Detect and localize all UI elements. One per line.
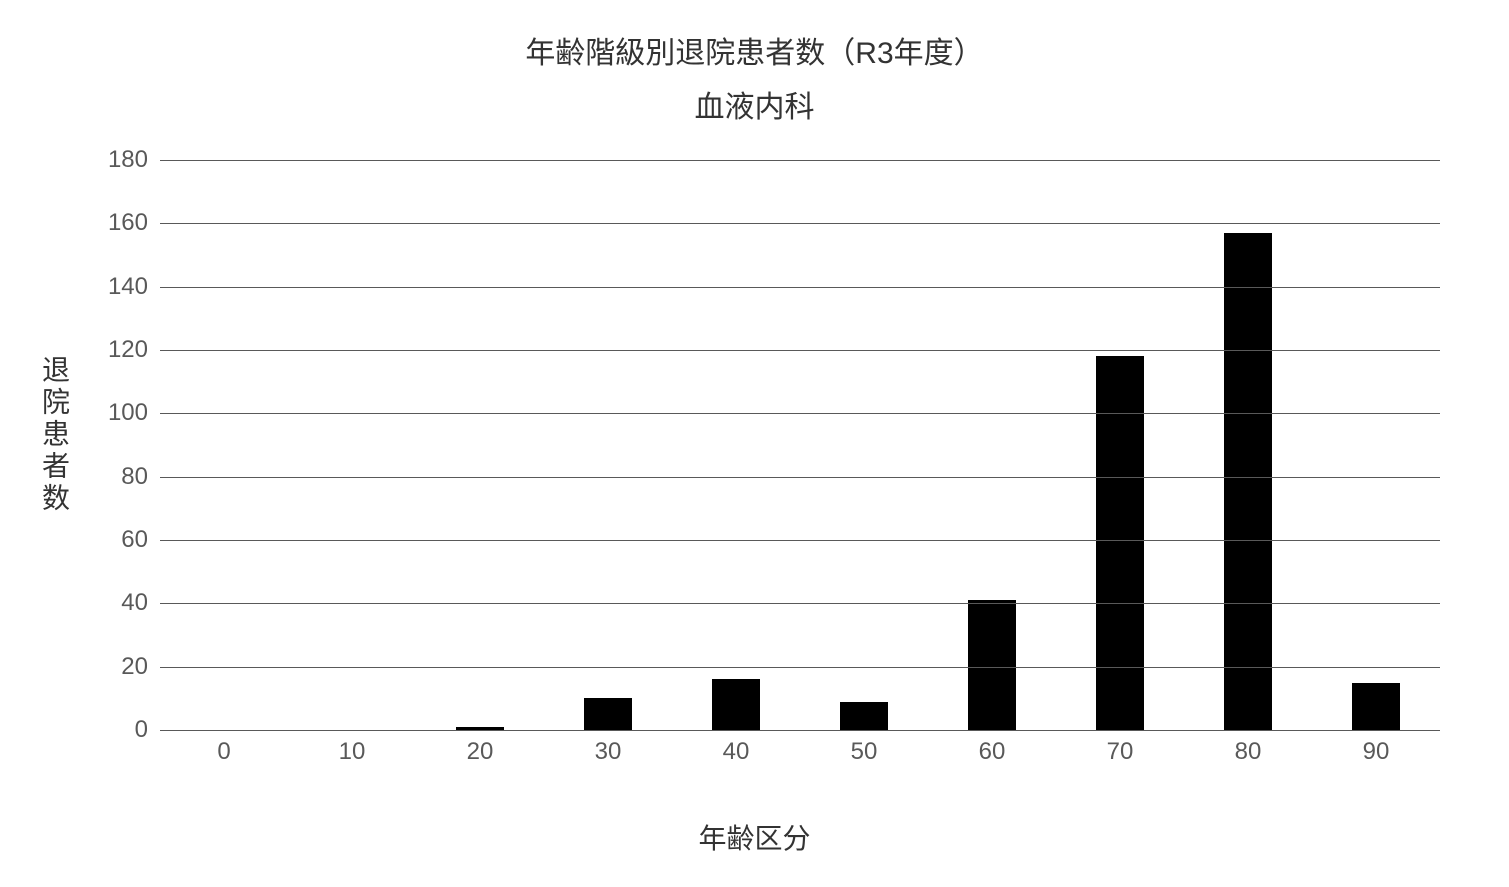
grid-line [160,603,1440,604]
grid-line [160,540,1440,541]
bar-slot: 0 [160,160,288,730]
grid-line [160,413,1440,414]
x-tick-label: 20 [416,738,544,766]
bar [712,679,760,730]
y-tick-label: 160 [88,209,148,237]
grid-line [160,287,1440,288]
x-tick-label: 10 [288,738,416,766]
x-tick-label: 70 [1056,738,1184,766]
x-axis-label: 年齢区分 [0,817,1509,857]
bar-slot: 10 [288,160,416,730]
plot-area: 0102030405060708090 02040608010012014016… [160,160,1440,730]
grid-line [160,223,1440,224]
x-tick-label: 40 [672,738,800,766]
x-tick-label: 30 [544,738,672,766]
chart-container: 年齢階級別退院患者数（R3年度） 血液内科 退院患者数 年齢区分 0102030… [0,0,1509,887]
y-tick-label: 40 [88,589,148,617]
bar [840,702,888,731]
bar-slot: 40 [672,160,800,730]
x-tick-label: 50 [800,738,928,766]
x-tick-label: 0 [160,738,288,766]
y-tick-label: 120 [88,336,148,364]
y-tick-label: 100 [88,399,148,427]
bar-slot: 70 [1056,160,1184,730]
y-tick-label: 140 [88,273,148,301]
x-tick-label: 60 [928,738,1056,766]
grid-line [160,667,1440,668]
grid-line [160,730,1440,731]
chart-title-main: 年齢階級別退院患者数（R3年度） [0,28,1509,72]
y-axis-label: 退院患者数 [34,355,74,515]
bar [1352,683,1400,731]
bar-slot: 50 [800,160,928,730]
y-tick-label: 80 [88,463,148,491]
bar-slot: 20 [416,160,544,730]
bar-slot: 60 [928,160,1056,730]
bar [968,600,1016,730]
grid-line [160,160,1440,161]
y-tick-label: 20 [88,653,148,681]
x-tick-label: 80 [1184,738,1312,766]
y-tick-label: 180 [88,146,148,174]
bar-slot: 30 [544,160,672,730]
x-tick-label: 90 [1312,738,1440,766]
bar [1224,233,1272,730]
bar [584,698,632,730]
y-tick-label: 0 [88,716,148,744]
grid-line [160,477,1440,478]
bars-area: 0102030405060708090 [160,160,1440,730]
bar-slot: 80 [1184,160,1312,730]
y-tick-label: 60 [88,526,148,554]
bar-slot: 90 [1312,160,1440,730]
chart-title-sub: 血液内科 [0,82,1509,126]
grid-line [160,350,1440,351]
